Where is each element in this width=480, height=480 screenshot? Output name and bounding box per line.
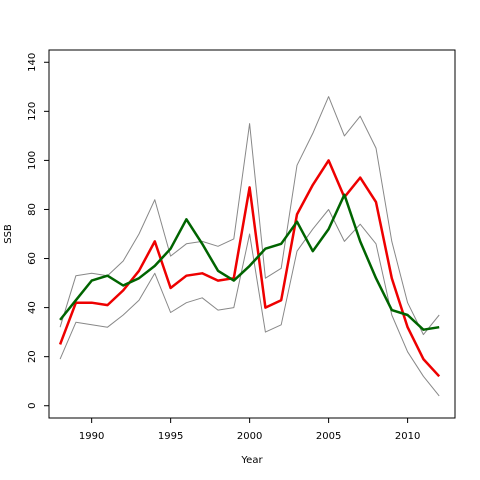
series-line-1	[59, 96, 440, 336]
y-tick-label: 40	[27, 301, 38, 314]
y-tick-label: 140	[27, 53, 38, 72]
plot-frame	[48, 49, 456, 419]
series-line-4	[59, 193, 440, 331]
y-tick-label: 0	[27, 403, 38, 409]
series-line-3	[58, 159, 441, 378]
y-tick-label: 80	[27, 203, 38, 216]
series-line-2	[59, 209, 440, 397]
x-axis-label: Year	[240, 455, 263, 466]
y-axis-label: SSB	[3, 224, 14, 244]
series-layer	[58, 96, 441, 397]
x-axis: 1990 1995 2000 2005 2010	[79, 418, 420, 442]
y-tick-label: 60	[27, 252, 38, 265]
x-tick-label: 2010	[395, 431, 420, 442]
x-tick-label: 2000	[237, 431, 262, 442]
y-axis: 0 20 40 60 80 100 120 140	[27, 53, 49, 409]
y-tick-label: 120	[27, 102, 38, 121]
x-tick-label: 1995	[158, 431, 183, 442]
x-tick-label: 2005	[316, 431, 341, 442]
x-tick-label: 1990	[79, 431, 104, 442]
y-tick-label: 20	[27, 350, 38, 363]
y-tick-label: 100	[27, 151, 38, 170]
